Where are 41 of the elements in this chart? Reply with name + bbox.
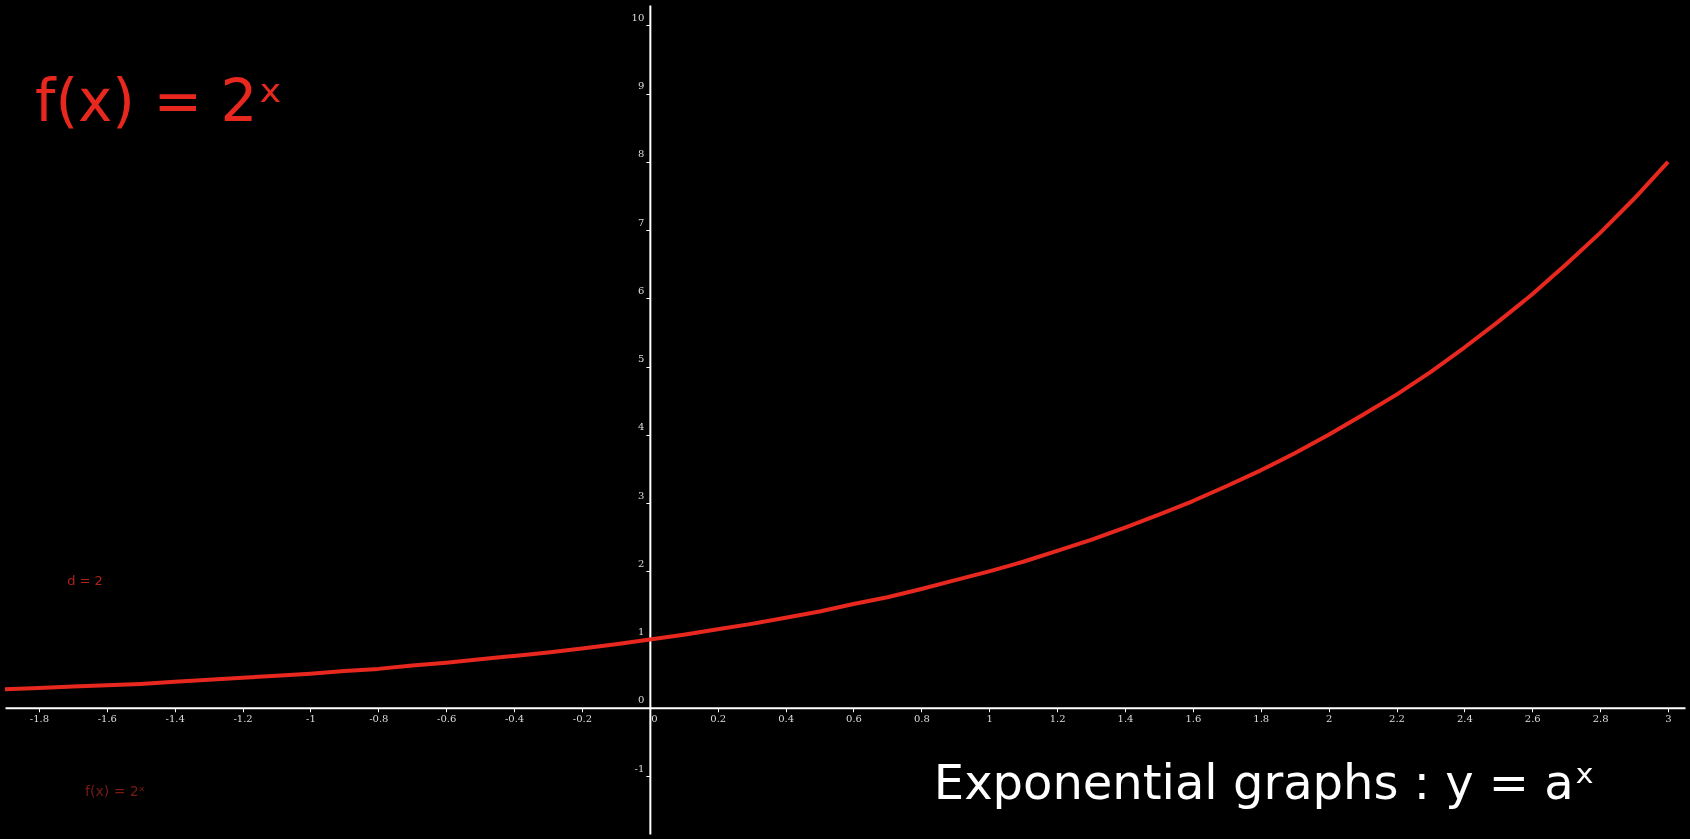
- y-tick-label: 10: [631, 11, 645, 23]
- x-tick-label: 0.6: [846, 713, 862, 725]
- y-tick-label: 3: [637, 489, 645, 501]
- annotation: Exponential graphs : y = aˣ: [933, 754, 1595, 810]
- x-tick-label: 2.8: [1592, 713, 1609, 725]
- x-tick-label: -0.4: [504, 713, 525, 725]
- y-tick-label: 7: [637, 216, 645, 228]
- y-tick-label: 8: [637, 148, 645, 160]
- y-tick-label: 5: [637, 353, 645, 365]
- x-tick-label: -0.2: [572, 713, 593, 725]
- x-tick-label: -1.8: [29, 713, 50, 725]
- y-tick-label: -1: [634, 762, 645, 774]
- x-tick-label: 1: [986, 713, 993, 725]
- x-tick-label: 1.2: [1049, 713, 1066, 725]
- x-tick-label: -0.8: [369, 713, 389, 725]
- x-tick-label: 2.6: [1524, 713, 1541, 725]
- text: f(x) = 2ˣ: [35, 67, 284, 135]
- x-tick-label: -1.4: [165, 713, 185, 725]
- x-tick-label: 2: [1325, 713, 1333, 725]
- x-tick-label: -0.6: [437, 713, 457, 725]
- x-tick-label: 1.8: [1253, 713, 1270, 725]
- x-tick-label: 0.2: [710, 713, 727, 725]
- annotation: f(x) = 2ˣ: [85, 783, 145, 799]
- x-tick-label: 1.4: [1117, 713, 1134, 725]
- y-tick-label: 0: [637, 694, 645, 706]
- x-tick-label: -1: [306, 713, 316, 725]
- x-tick-label: 0: [651, 713, 658, 725]
- x-tick-label: 1.6: [1185, 713, 1202, 725]
- x-tick-label: 2.2: [1389, 713, 1405, 725]
- y-tick-label: 6: [637, 284, 645, 296]
- y-tick-label: 9: [637, 80, 645, 92]
- x-tick-label: -1.2: [233, 713, 253, 725]
- x-tick-label: 0.8: [913, 713, 930, 725]
- x-tick-label: 3: [1665, 713, 1672, 725]
- y-tick-label: 4: [637, 421, 645, 433]
- x-tick-label: 0.4: [778, 713, 795, 725]
- y-tick-label: 2: [637, 557, 645, 569]
- x-tick-label: 2.4: [1456, 713, 1473, 725]
- annotation: d = 2: [67, 573, 103, 589]
- y-tick-label: 1: [637, 626, 645, 638]
- x-tick-label: -1.6: [97, 713, 117, 725]
